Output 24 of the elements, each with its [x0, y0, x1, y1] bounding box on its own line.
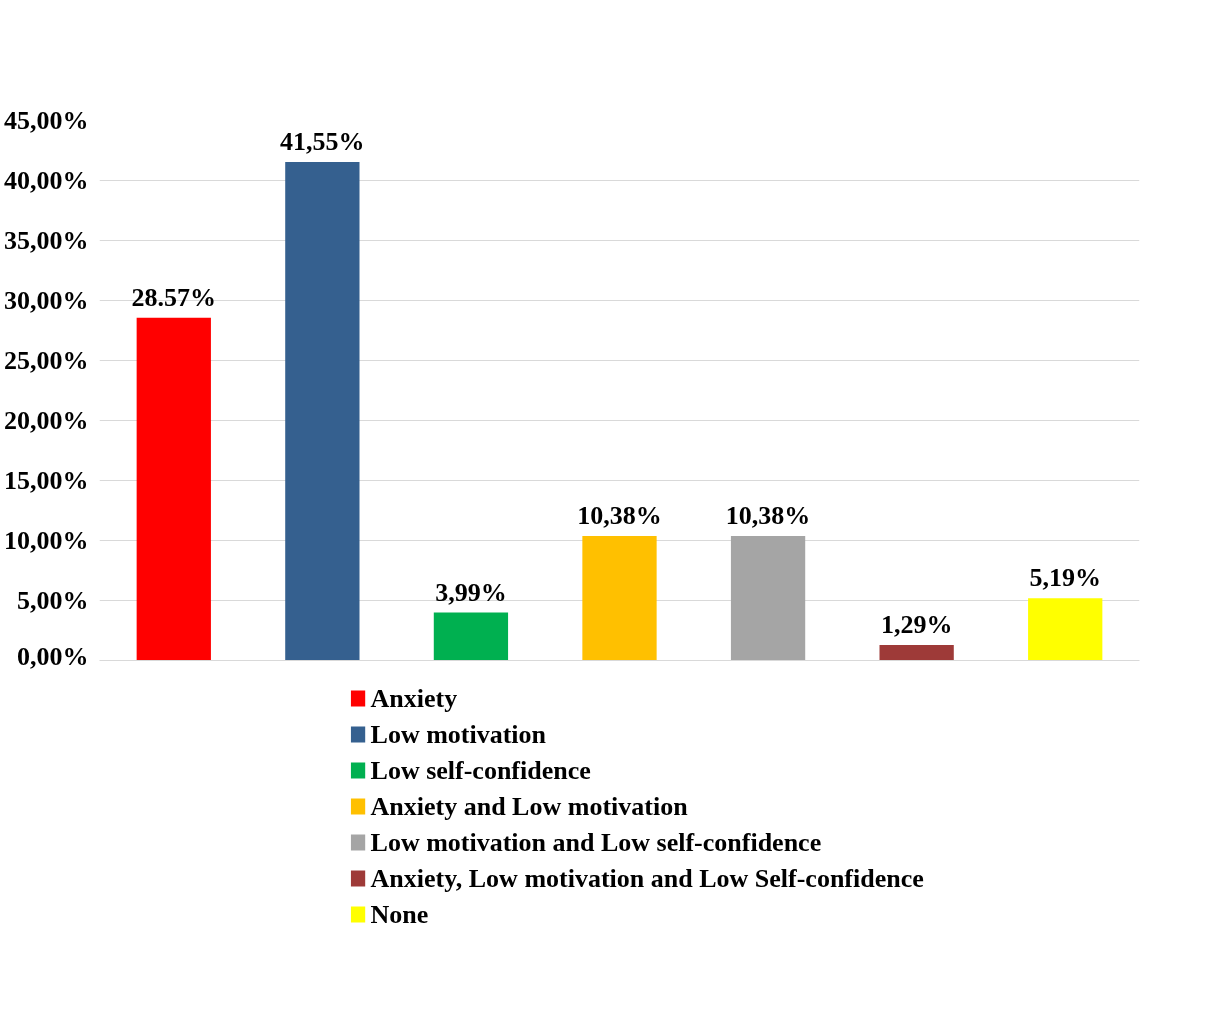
y-tick-label: 30,00% [4, 286, 89, 315]
y-tick-label: 35,00% [4, 226, 89, 255]
legend-label: Low self-confidence [370, 756, 591, 785]
legend-label: Low motivation [370, 720, 547, 749]
legend-label: Anxiety, Low motivation and Low Self-confidence [370, 864, 924, 893]
y-tick-label: 25,00% [4, 346, 89, 375]
data-label: 10,38% [577, 500, 662, 530]
data-label: 28.57% [131, 282, 217, 312]
data-label: 1,29% [880, 610, 953, 640]
legend-label: Anxiety and Low motivation [370, 792, 689, 821]
y-tick-label: 20,00% [4, 406, 89, 435]
data-label: 10,38% [725, 500, 811, 530]
data-label: 41,55% [280, 126, 365, 156]
data-label: 3,99% [435, 577, 507, 607]
y-tick-label: 10,00% [4, 526, 89, 555]
legend-label: None [370, 900, 429, 929]
y-tick-label: 5,00% [17, 586, 89, 615]
legend-label: Low motivation and Low self-confidence [370, 828, 822, 857]
y-tick-label: 40,00% [4, 166, 89, 195]
y-tick-label: 45,00% [4, 106, 89, 135]
legend-label: Anxiety [370, 684, 458, 713]
data-label: 5,19% [1029, 563, 1101, 593]
y-tick-label: 15,00% [4, 466, 89, 495]
y-tick-label: 0,00% [17, 641, 89, 671]
